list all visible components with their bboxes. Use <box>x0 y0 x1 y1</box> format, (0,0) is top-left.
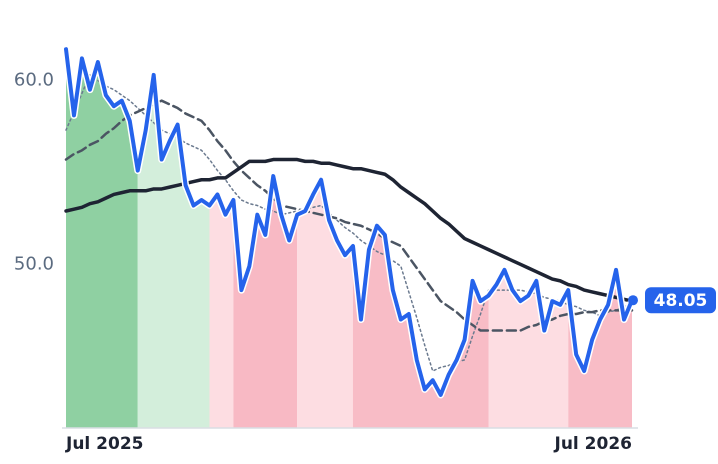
last-value-dot <box>628 295 638 306</box>
region-area <box>352 225 489 428</box>
y-tick-label: 60.0 <box>14 69 54 90</box>
x-tick-label: Jul 2026 <box>554 434 633 454</box>
last-value-badge <box>645 287 716 314</box>
series-line <box>64 47 634 397</box>
last-value-label: 48.05 <box>654 291 708 311</box>
region-area <box>137 74 210 428</box>
series-line <box>64 99 634 332</box>
series-line <box>64 157 634 303</box>
y-tick-label: 50.0 <box>14 253 54 274</box>
region-area <box>488 269 569 428</box>
region-area <box>297 179 353 428</box>
region-area <box>209 194 234 428</box>
region-area <box>233 176 298 428</box>
x-tick-label: Jul 2025 <box>65 434 144 454</box>
region-area <box>66 49 138 429</box>
